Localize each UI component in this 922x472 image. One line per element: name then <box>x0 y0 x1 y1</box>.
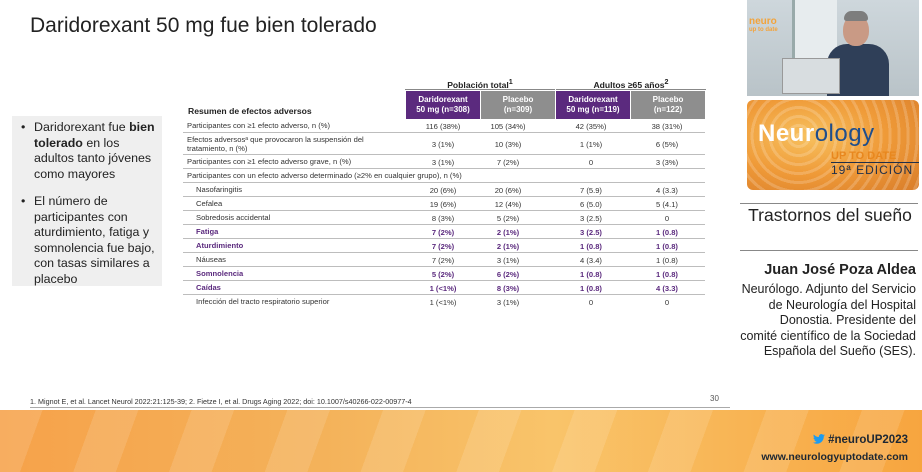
logo-edition: 19ª EDICIÓN <box>831 163 914 177</box>
slide-footnote: 1. Mignot E, et al. Lancet Neurol 2022:2… <box>30 397 412 406</box>
laptop <box>782 58 840 94</box>
adverse-events-table: Participantes con ≥1 efecto adverso, n (… <box>183 119 705 309</box>
video-logo: neuro up to date <box>749 16 778 33</box>
presentation-slide: Daridorexant 50 mg fue bien tolerado Dar… <box>0 0 733 410</box>
neurology-logo-background <box>747 100 919 190</box>
window-background <box>792 0 837 60</box>
speaker-name: Juan José Poza Aldea <box>764 262 916 278</box>
group-header-elderly: Adultos ≥65 años2 <box>593 78 669 90</box>
speaker-bio: Neurólogo. Adjunto del Servicio de Neuro… <box>740 282 916 358</box>
session-divider-top <box>740 203 918 204</box>
logo-divider <box>831 162 919 163</box>
table-row-highlight: Aturdimiento 7 (2%) 2 (1%) 1 (0.8) 1 (0.8) <box>183 239 705 253</box>
table-row: Náuseas 7 (2%) 3 (1%) 4 (3.4) 1 (0.8) <box>183 253 705 267</box>
speaker-video: neuro up to date <box>747 0 919 96</box>
table-row: Participantes con ≥1 efecto adverso, n (… <box>183 119 705 133</box>
table-row-highlight: Somnolencia 5 (2%) 6 (2%) 1 (0.8) 1 (0.8) <box>183 267 705 281</box>
table-row: Participantes con ≥1 efecto adverso grav… <box>183 155 705 169</box>
col-header-daridorexant-total: Daridorexant 50 mg (n=308) <box>406 91 480 119</box>
page-number: 30 <box>710 394 719 403</box>
group-header-total: Población total1 <box>447 78 513 90</box>
col-header-placebo-elderly: Placebo (n=122) <box>631 91 705 119</box>
table-title: Resumen de efectos adversos <box>188 106 312 116</box>
session-divider-bottom <box>740 250 918 251</box>
session-title: Trastornos del sueño <box>748 205 912 225</box>
bullet-1: Daridorexant fue bien tolerado en los ad… <box>18 120 156 182</box>
group-line-elderly <box>556 89 706 90</box>
footer-divider <box>30 407 730 408</box>
table-row: Nasofaringitis 20 (6%) 20 (6%) 7 (5.9) 4 (3.… <box>183 183 705 197</box>
neurology-logo: Neurology <box>758 120 875 147</box>
table-row: Efectos adversosᵃ que provocaron la susp… <box>183 133 705 155</box>
twitter-icon <box>813 434 826 444</box>
group-line-total <box>405 89 555 90</box>
table-row-highlight: Fatiga 7 (2%) 2 (1%) 3 (2.5) 1 (0.8) <box>183 225 705 239</box>
bullet-2: El número de participantes con aturdimie… <box>18 194 156 287</box>
col-header-placebo-total: Placebo (n=309) <box>481 91 555 119</box>
table-row: Cefalea 19 (6%) 12 (4%) 6 (5.0) 5 (4.1) <box>183 197 705 211</box>
speaker-hair <box>844 11 868 21</box>
col-header-daridorexant-elderly: Daridorexant 50 mg (n=119) <box>556 91 630 119</box>
logo-subtitle: UP TO DATE <box>831 150 897 162</box>
slide-title: Daridorexant 50 mg fue bien tolerado <box>30 14 377 37</box>
bullet-box: Daridorexant fue bien tolerado en los ad… <box>12 116 162 286</box>
table-row-highlight: Caídas 1 (<1%) 8 (3%) 1 (0.8) 4 (3.3) <box>183 281 705 295</box>
social-hashtag: #neuroUP2023 <box>760 434 908 446</box>
table-row: Sobredosis accidental 8 (3%) 5 (2%) 3 (2.5)… <box>183 211 705 225</box>
website-link[interactable]: www.neurologyuptodate.com <box>761 451 908 463</box>
table-row: Participantes con un efecto adverso dete… <box>183 169 705 183</box>
bottom-banner <box>0 410 922 472</box>
table-row: Infección del tracto respiratorio superi… <box>196 297 670 307</box>
